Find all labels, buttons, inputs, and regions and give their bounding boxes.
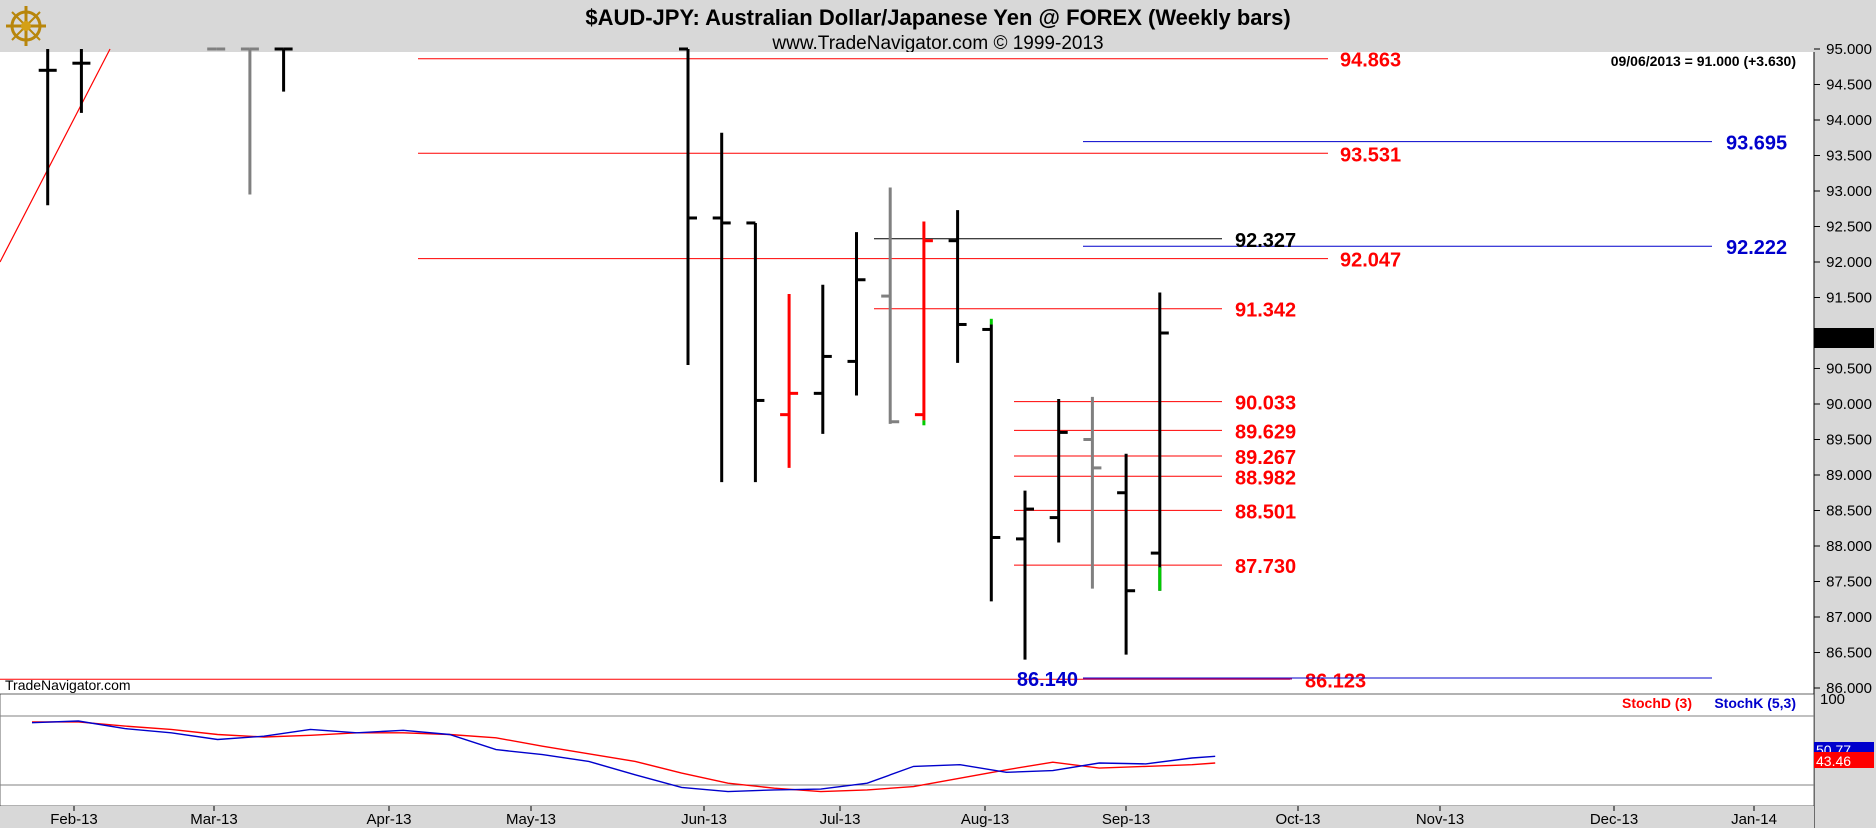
fib-level-red-label: 90.033 — [1235, 393, 1296, 415]
price-tick-label: 90.500 — [1826, 361, 1872, 378]
price-tick-label: 95.000 — [1826, 41, 1872, 58]
price-tick-label: 88.000 — [1826, 538, 1872, 555]
price-tick-label: 91.500 — [1826, 290, 1872, 307]
time-tick-label: Sep-13 — [1102, 811, 1150, 828]
price-tick-label: 87.000 — [1826, 609, 1872, 626]
last-price-label: 91.000 — [1826, 331, 1872, 348]
price-tick-label: 92.500 — [1826, 219, 1872, 236]
price-grid — [0, 48, 111, 263]
fib-level-blue-label: 93.695 — [1726, 133, 1787, 155]
price-tick-label: 93.000 — [1826, 183, 1872, 200]
time-tick-label: Oct-13 — [1275, 811, 1320, 828]
time-tick-label: Apr-13 — [366, 811, 411, 828]
price-tick-label: 92.000 — [1826, 254, 1872, 271]
price-tick-label: 86.000 — [1826, 680, 1872, 697]
chart-subtitle: www.TradeNavigator.com © 1999-2013 — [771, 33, 1103, 54]
price-tick-label: 90.000 — [1826, 396, 1872, 413]
time-axis — [0, 806, 1814, 828]
stochastic-lines — [0, 715, 1814, 793]
fib-level-red-label: 89.267 — [1235, 447, 1296, 469]
watermark: TradeNavigator.com — [5, 677, 131, 693]
time-tick-label: Mar-13 — [190, 811, 238, 828]
logo-icon — [6, 6, 46, 46]
fib-level-red-label: 93.531 — [1340, 144, 1401, 166]
price-tick-label: 89.000 — [1826, 467, 1872, 484]
price-tick-label: 86.500 — [1826, 645, 1872, 662]
level-black-label: 92.327 — [1235, 230, 1296, 252]
fib-level-red-label: 86.123 — [1305, 670, 1366, 692]
time-tick-label: Dec-13 — [1590, 811, 1638, 828]
trend-line — [0, 48, 111, 263]
fib-level-blue-label: 86.140 — [1017, 669, 1078, 691]
price-tick-label: 87.500 — [1826, 574, 1872, 591]
price-tick-label: 94.500 — [1826, 77, 1872, 94]
chart-title: $AUD-JPY: Australian Dollar/Japanese Yen… — [585, 5, 1290, 30]
time-tick-label: May-13 — [506, 811, 556, 828]
osc-tick-100: 100 — [1820, 691, 1845, 708]
legend-stochd: StochD (3) — [1622, 695, 1692, 711]
price-axis — [1814, 52, 1876, 828]
fib-level-red-label: 94.863 — [1340, 50, 1401, 72]
stochd-line — [32, 721, 1216, 793]
time-tick-label: Aug-13 — [961, 811, 1009, 828]
last-price-readout: 09/06/2013 = 91.000 (+3.630) — [1611, 53, 1796, 69]
price-tick-label: 94.000 — [1826, 112, 1872, 129]
header-band — [0, 0, 1876, 52]
price-tick-label: 93.500 — [1826, 148, 1872, 165]
fib-level-blue-label: 92.222 — [1726, 237, 1787, 259]
price-tick-label: 89.500 — [1826, 432, 1872, 449]
time-axis-ticks: Feb-13 Mar-13 Apr-13 May-13 Jun-13 Jul-13 Aug-… — [50, 806, 1777, 828]
price-tick-label: 88.500 — [1826, 503, 1872, 520]
time-tick-label: Jan-14 — [1731, 811, 1777, 828]
fib-level-red-label: 88.501 — [1235, 501, 1296, 523]
last-price-marker — [1814, 328, 1874, 348]
time-tick-label: Feb-13 — [50, 811, 98, 828]
fib-level-red-label: 87.730 — [1235, 556, 1296, 578]
time-tick-label: Jul-13 — [820, 811, 861, 828]
price-pane — [0, 52, 1814, 688]
oscillator-pane — [0, 693, 1815, 807]
fib-level-red-label: 89.629 — [1235, 421, 1296, 443]
time-tick-label: Nov-13 — [1416, 811, 1464, 828]
legend-stochk: StochK (5,3) — [1714, 695, 1796, 711]
time-tick-label: Jun-13 — [681, 811, 727, 828]
fib-level-red-label: 88.982 — [1235, 467, 1296, 489]
ohlc-bars — [38, 47, 1169, 660]
stochd-marker — [1814, 752, 1874, 768]
fib-level-red-label: 91.342 — [1235, 300, 1296, 322]
fib-levels: 94.863 93.531 92.047 91.342 90.033 89.629 89.2… — [0, 50, 1787, 692]
stochd-last-label: 43.46 — [1816, 753, 1851, 769]
fib-level-red-label: 92.047 — [1340, 250, 1401, 272]
stochk-line — [31, 720, 1216, 793]
